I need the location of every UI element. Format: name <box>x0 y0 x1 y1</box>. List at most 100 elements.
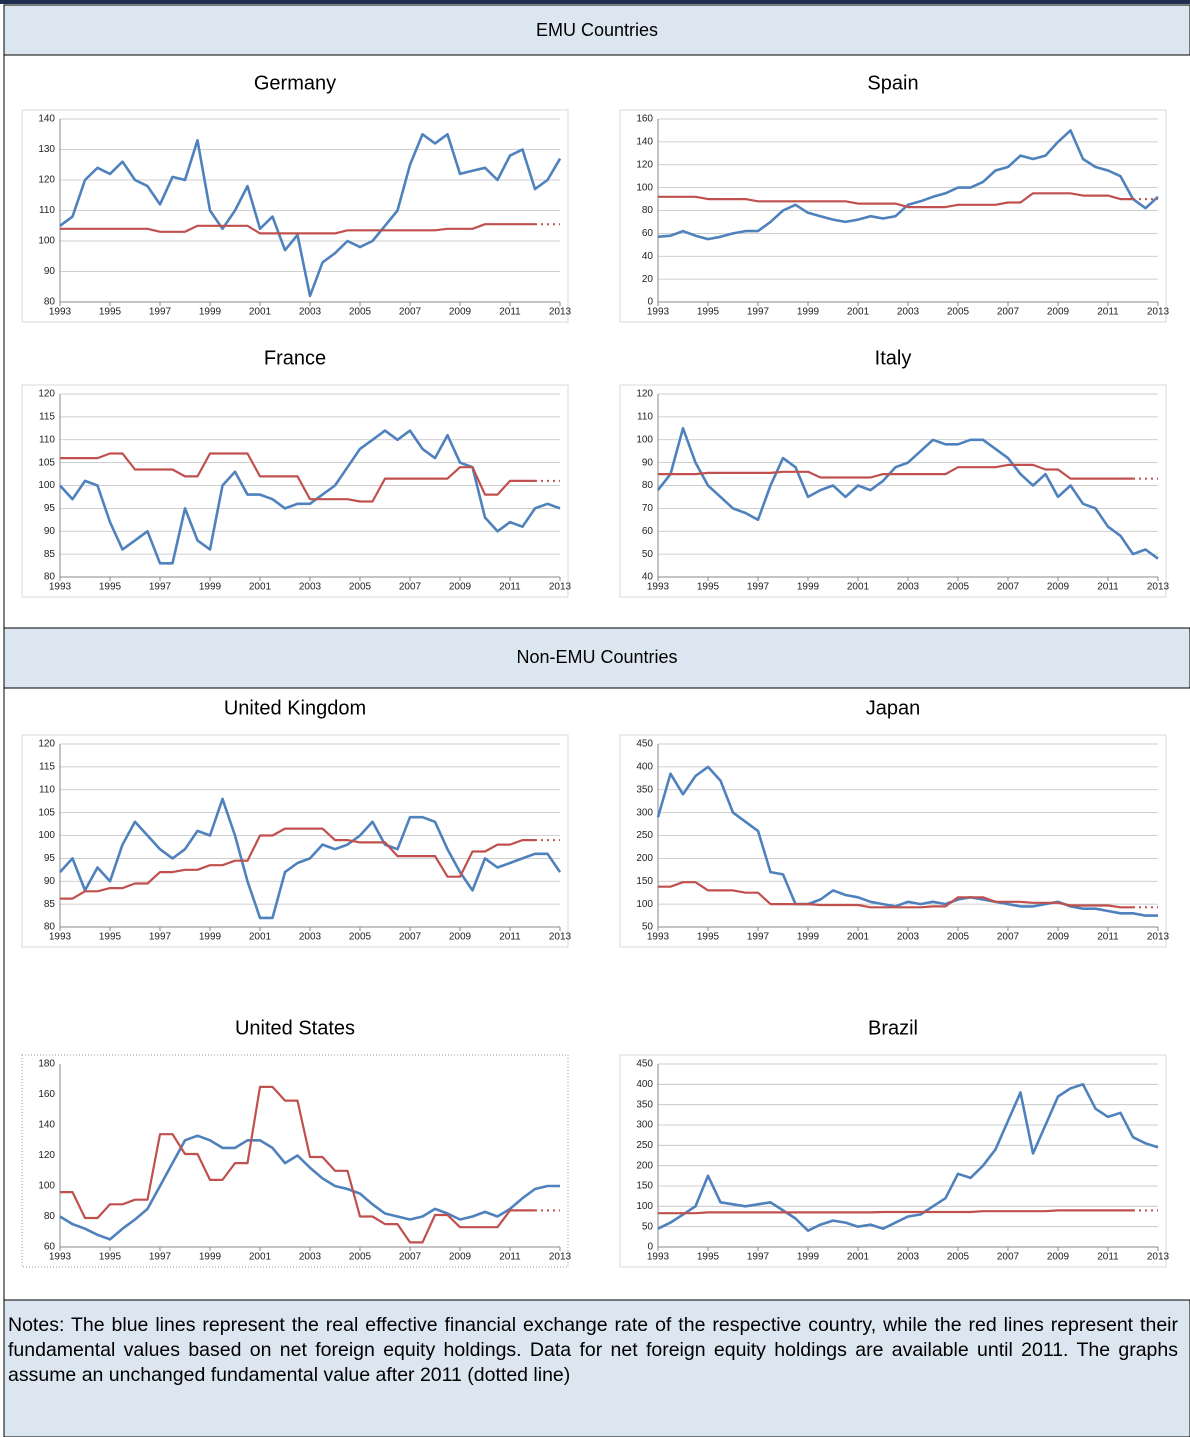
x-tick-label: 2009 <box>449 582 472 593</box>
series-line <box>657 1083 1159 1232</box>
section-title: Non-EMU Countries <box>516 647 677 667</box>
x-tick-label: 2007 <box>997 1252 1020 1263</box>
section-header <box>3 4 1190 56</box>
x-tick-label: 2009 <box>449 932 472 943</box>
chart-frame <box>21 109 569 323</box>
x-tick-label: 2005 <box>947 932 970 943</box>
x-tick-label: 2001 <box>847 1252 870 1263</box>
series-line <box>60 827 535 900</box>
y-tick-label: 115 <box>39 412 55 423</box>
x-tick-label: 2001 <box>249 1252 272 1263</box>
y-tick-label: 0 <box>647 1242 653 1253</box>
x-tick-label: 2003 <box>897 307 920 318</box>
x-tick-label: 2003 <box>299 932 322 943</box>
x-tick-label: 1995 <box>697 932 720 943</box>
chart-title: Brazil <box>868 1017 918 1039</box>
x-tick-label: 1997 <box>747 582 770 593</box>
x-tick-label: 2007 <box>997 307 1020 318</box>
x-tick-label: 1997 <box>149 582 172 593</box>
x-tick-label: 2003 <box>897 1252 920 1263</box>
y-tick-label: 100 <box>636 1201 653 1212</box>
y-tick-label: 300 <box>636 807 653 818</box>
x-tick-label: 2011 <box>1097 307 1119 318</box>
y-tick-label: 40 <box>642 572 654 583</box>
series-line <box>60 1085 535 1244</box>
series-line <box>59 133 562 298</box>
x-tick-label: 1999 <box>199 307 222 318</box>
y-tick-label: 350 <box>636 784 653 795</box>
chart-frame <box>21 734 569 948</box>
y-tick-label: 150 <box>636 1181 653 1192</box>
section-title: EMU Countries <box>536 20 658 40</box>
x-tick-label: 2007 <box>399 582 422 593</box>
x-tick-label: 1995 <box>99 582 122 593</box>
x-tick-label: 1999 <box>797 582 820 593</box>
x-tick-label: 1999 <box>199 582 222 593</box>
y-tick-label: 130 <box>38 144 55 155</box>
x-tick-label: 2009 <box>1047 307 1070 318</box>
y-tick-label: 95 <box>44 853 56 864</box>
series-line <box>658 881 1133 909</box>
y-tick-label: 20 <box>642 274 654 285</box>
y-tick-label: 80 <box>44 297 56 308</box>
chart-frame <box>21 1054 569 1268</box>
x-tick-label: 2003 <box>299 307 322 318</box>
x-tick-label: 2003 <box>897 932 920 943</box>
y-tick-label: 120 <box>38 1150 55 1161</box>
y-tick-label: 120 <box>38 389 55 400</box>
x-tick-label: 2011 <box>499 1252 521 1263</box>
y-tick-label: 0 <box>647 297 653 308</box>
y-tick-label: 85 <box>44 549 56 560</box>
y-tick-label: 250 <box>636 1140 653 1151</box>
x-tick-label: 2007 <box>399 932 422 943</box>
y-tick-label: 120 <box>636 159 653 170</box>
x-tick-label: 1993 <box>647 932 670 943</box>
y-tick-label: 110 <box>39 205 55 216</box>
chart-title: United Kingdom <box>224 697 366 719</box>
x-tick-label: 1997 <box>747 307 770 318</box>
y-tick-label: 200 <box>636 853 653 864</box>
x-tick-label: 1993 <box>49 1252 72 1263</box>
y-tick-label: 300 <box>636 1120 653 1131</box>
x-tick-label: 2005 <box>349 307 372 318</box>
x-tick-label: 1993 <box>49 932 72 943</box>
x-tick-label: 2001 <box>847 582 870 593</box>
x-tick-label: 1995 <box>99 1252 122 1263</box>
x-tick-label: 2011 <box>499 307 521 318</box>
x-tick-label: 2013 <box>1147 307 1170 318</box>
x-tick-label: 2003 <box>897 582 920 593</box>
x-tick-label: 2011 <box>499 582 521 593</box>
x-tick-label: 2013 <box>549 307 572 318</box>
x-tick-label: 1999 <box>199 1252 222 1263</box>
y-tick-label: 115 <box>39 762 55 773</box>
x-tick-label: 1999 <box>797 307 820 318</box>
y-tick-label: 100 <box>636 182 653 193</box>
chart-frame <box>21 384 569 598</box>
y-tick-label: 400 <box>636 1079 653 1090</box>
top-border <box>0 0 1190 4</box>
x-tick-label: 2013 <box>1147 1252 1170 1263</box>
x-tick-label: 2009 <box>449 1252 472 1263</box>
x-tick-label: 1993 <box>647 582 670 593</box>
y-tick-label: 80 <box>642 205 654 216</box>
y-tick-label: 160 <box>38 1089 55 1100</box>
y-tick-label: 100 <box>636 434 653 445</box>
y-tick-label: 90 <box>642 457 654 468</box>
x-tick-label: 2011 <box>1097 582 1119 593</box>
y-tick-label: 90 <box>44 526 56 537</box>
y-tick-label: 180 <box>38 1059 55 1070</box>
x-tick-label: 2003 <box>299 582 322 593</box>
x-tick-label: 1995 <box>99 932 122 943</box>
y-tick-label: 100 <box>38 1181 55 1192</box>
y-tick-label: 105 <box>38 807 55 818</box>
y-tick-label: 100 <box>38 830 55 841</box>
chart-title: Spain <box>867 72 918 94</box>
x-tick-label: 1993 <box>49 307 72 318</box>
x-tick-label: 2013 <box>1147 932 1170 943</box>
x-tick-label: 1997 <box>149 932 172 943</box>
y-tick-label: 350 <box>636 1099 653 1110</box>
x-tick-label: 2013 <box>1147 582 1170 593</box>
x-tick-label: 1997 <box>747 932 770 943</box>
y-tick-label: 110 <box>637 412 653 423</box>
chart-frame <box>619 1054 1167 1268</box>
